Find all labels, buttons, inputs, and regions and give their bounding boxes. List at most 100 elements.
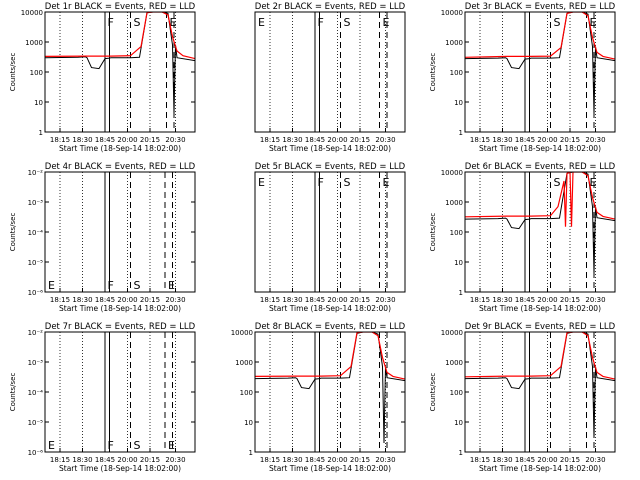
events-series-line	[465, 332, 615, 438]
x-tick-label: 18:15	[50, 136, 70, 144]
detector-panel: Det 4r BLACK = Events, RED = LLD E F S E 10⁻⁶…	[9, 162, 196, 313]
y-tick-label: 10⁻⁴	[28, 389, 44, 397]
panel-title: Det 8r BLACK = Events, RED = LLD	[255, 322, 406, 332]
x-tick-label: 18:30	[282, 296, 302, 304]
y-axis-label: Counts/sec	[429, 213, 437, 252]
plot-area	[465, 332, 615, 452]
x-tick-label: 20:15	[560, 136, 580, 144]
x-tick-label: 20:15	[350, 136, 370, 144]
y-tick-label: 10000	[231, 329, 253, 337]
x-axis-label: Start Time (18-Sep-14 18:02:00)	[479, 144, 601, 153]
interval-label-s: S	[134, 16, 141, 29]
x-tick-label: 20:15	[560, 456, 580, 464]
x-tick-label: 18:15	[260, 136, 280, 144]
lld-series-line	[465, 172, 615, 227]
x-tick-label: 20:30	[375, 296, 395, 304]
x-tick-label: 18:45	[515, 456, 535, 464]
x-tick-label: 20:00	[537, 136, 557, 144]
x-tick-label: 18:15	[260, 456, 280, 464]
y-tick-label: 1000	[445, 199, 463, 207]
lld-series-line	[465, 332, 615, 380]
x-tick-label: 20:15	[140, 296, 160, 304]
interval-label-e: E	[170, 16, 177, 29]
x-tick-label: 20:15	[560, 296, 580, 304]
interval-label-e: E	[168, 439, 175, 452]
x-tick-label: 18:15	[260, 296, 280, 304]
y-tick-label: 10000	[441, 9, 463, 17]
panel-title: Det 7r BLACK = Events, RED = LLD	[45, 322, 196, 332]
x-tick-label: 20:15	[350, 456, 370, 464]
y-tick-label: 100	[450, 229, 463, 237]
events-series-line	[465, 172, 615, 274]
y-tick-label: 10	[454, 259, 463, 267]
x-tick-label: 20:00	[327, 296, 347, 304]
y-tick-label: 1000	[445, 39, 463, 47]
y-axis-label: Counts/sec	[429, 373, 437, 412]
x-tick-label: 20:30	[375, 456, 395, 464]
events-series-line	[45, 12, 195, 114]
lld-series-line	[465, 12, 615, 60]
y-tick-label: 10⁻⁴	[28, 229, 44, 237]
x-tick-label: 18:30	[492, 296, 512, 304]
y-tick-label: 1	[39, 129, 43, 137]
lld-series-line	[45, 12, 195, 60]
panel-title: Det 6r BLACK = Events, RED = LLD	[465, 162, 616, 172]
x-tick-label: 18:45	[95, 136, 115, 144]
x-tick-label: 20:00	[327, 456, 347, 464]
panel-title: Det 3r BLACK = Events, RED = LLD	[465, 2, 616, 12]
x-axis-label: Start Time (18-Sep-14 18:02:00)	[479, 304, 601, 313]
x-tick-label: 18:45	[95, 296, 115, 304]
y-tick-label: 1000	[235, 359, 253, 367]
panel-title: Det 2r BLACK = Events, RED = LLD	[255, 2, 406, 12]
x-tick-label: 20:00	[117, 456, 137, 464]
plot-frame	[464, 331, 616, 453]
y-tick-label: 100	[450, 389, 463, 397]
x-tick-label: 18:45	[305, 296, 325, 304]
y-tick-label: 10⁻⁶	[28, 449, 44, 457]
y-tick-label: 10⁻⁵	[28, 259, 44, 267]
y-tick-label: 1	[459, 289, 463, 297]
x-tick-label: 20:30	[165, 456, 185, 464]
x-tick-label: 18:30	[72, 136, 92, 144]
y-tick-label: 10000	[441, 329, 463, 337]
panel-title: Det 1r BLACK = Events, RED = LLD	[45, 2, 196, 12]
x-tick-label: 18:30	[72, 296, 92, 304]
x-tick-label: 20:15	[140, 136, 160, 144]
interval-label-e: E	[383, 16, 390, 29]
y-tick-label: 10⁻³	[28, 199, 44, 207]
x-tick-label: 20:30	[585, 296, 605, 304]
x-tick-label: 18:45	[305, 456, 325, 464]
x-tick-label: 18:15	[470, 136, 490, 144]
events-series-line	[465, 12, 615, 114]
interval-label-f: F	[318, 16, 324, 29]
y-tick-label: 1	[459, 129, 463, 137]
x-tick-label: 18:30	[492, 136, 512, 144]
x-tick-label: 20:00	[537, 296, 557, 304]
interval-label-s: S	[134, 439, 141, 452]
y-tick-label: 100	[30, 69, 43, 77]
x-axis-label: Start Time (18-Sep-14 18:02:00)	[59, 304, 181, 313]
detector-panel: Det 8r BLACK = Events, RED = LLD 1 10 100 10…	[231, 322, 406, 473]
x-tick-label: 20:30	[165, 136, 185, 144]
detector-panel: Det 5r BLACK = Events, RED = LLD E F S E 18:1…	[254, 162, 406, 313]
y-tick-label: 10⁻²	[28, 329, 44, 337]
y-tick-label: 1	[249, 449, 253, 457]
interval-label-e: E	[383, 176, 390, 189]
y-axis-label: Counts/sec	[429, 53, 437, 92]
plot-frame	[464, 11, 616, 133]
x-tick-label: 20:30	[165, 296, 185, 304]
detector-panel: Det 9r BLACK = Events, RED = LLD 1 10 100 10…	[429, 322, 616, 473]
x-tick-label: 20:00	[537, 456, 557, 464]
y-tick-label: 10⁻³	[28, 359, 44, 367]
x-axis-label: Start Time (18-Sep-14 18:02:00)	[269, 464, 391, 473]
x-tick-label: 18:30	[72, 456, 92, 464]
interval-label-s: S	[134, 279, 141, 292]
interval-label-e: E	[258, 16, 265, 29]
x-tick-label: 20:00	[327, 136, 347, 144]
y-tick-label: 10	[34, 99, 43, 107]
plot-area	[255, 332, 405, 452]
